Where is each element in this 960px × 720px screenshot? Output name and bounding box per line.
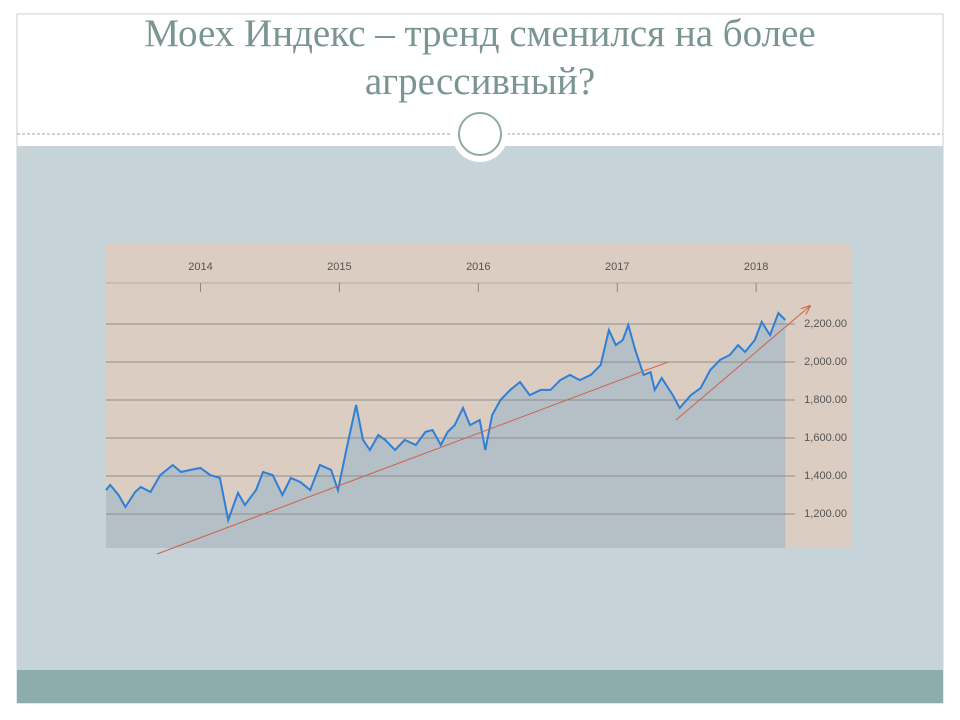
area [106,313,786,548]
line [105,311,787,524]
trend-arrow [675,306,810,421]
y-tick-label: 2,000.00 [804,356,847,368]
x-tick-label: 2018 [744,261,768,273]
plot: 1,200.00 1,400.00 1,600.00 1,800.00 2,000.00… [105,261,847,548]
x-tick-label: 2017 [605,261,629,273]
trend-line [156,361,669,555]
slide-title: Моех Индекс – тренд сменился на более аг… [144,12,816,103]
y-tick-label: 1,800.00 [804,394,847,406]
x-tick-label: 2016 [466,261,490,273]
y-tick-label: 1,200.00 [804,508,847,520]
x-tick-label: 2014 [188,261,212,273]
footer-bar [17,670,943,703]
ornament-ring [458,112,502,156]
x-tick-label: 2015 [327,261,351,273]
y-tick-label: 1,600.00 [804,432,847,444]
y-tick-label: 2,200.00 [804,318,847,330]
y-tick-label: 1,400.00 [804,470,847,482]
